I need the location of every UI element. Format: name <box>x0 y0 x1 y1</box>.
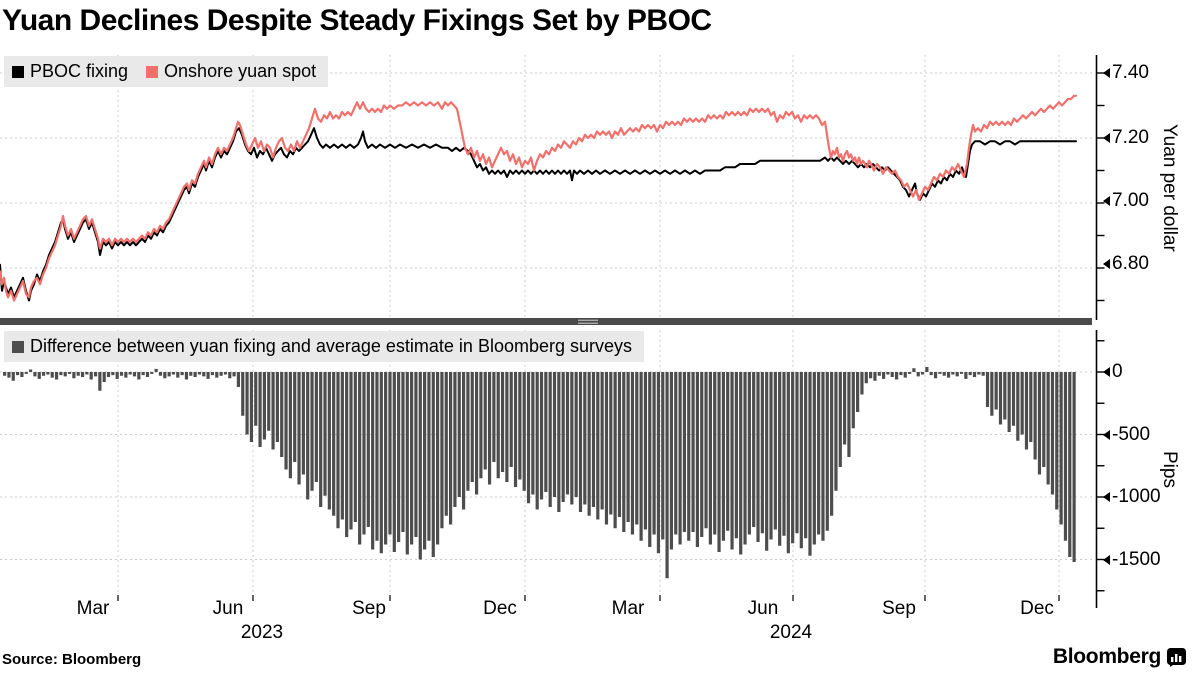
spot-swatch-icon <box>146 66 159 78</box>
fixing-swatch-icon <box>12 66 24 78</box>
bottom-legend: Difference between yuan fixing and avera… <box>4 331 645 362</box>
y-tick-680: 6.80 <box>1103 253 1149 275</box>
tick-arrow-icon <box>1103 492 1110 502</box>
y-tick-m500: -500 <box>1103 424 1150 446</box>
tick-arrow-icon <box>1103 133 1110 143</box>
top-legend: PBOC fixing Onshore yuan spot <box>4 56 329 87</box>
tick-arrow-icon <box>1103 259 1110 269</box>
y-tick-0: 0 <box>1103 361 1123 383</box>
x-label-jun-2024: Jun <box>747 598 779 619</box>
tick-arrow-icon <box>1103 68 1110 78</box>
legend-item-onshore-spot: Onshore yuan spot <box>146 61 316 82</box>
bloomberg-logo: Bloomberg <box>1053 645 1186 669</box>
x-label-year-2023: 2023 <box>240 622 284 643</box>
y-tick-700: 7.00 <box>1103 190 1149 212</box>
legend-label: PBOC fixing <box>30 61 129 81</box>
tick-arrow-icon <box>1103 555 1110 565</box>
y-tick-m1000: -1000 <box>1103 486 1161 508</box>
bottom-y-axis-title: Pips <box>1159 450 1180 488</box>
x-label-jun-2023: Jun <box>212 598 244 619</box>
tick-arrow-icon <box>1103 430 1110 440</box>
bars-swatch-icon <box>12 341 24 353</box>
bloomberg-terminal-icon <box>1167 647 1186 667</box>
x-label-dec-2023: Dec <box>483 598 517 619</box>
source-note: Source: Bloomberg <box>2 651 142 668</box>
tick-arrow-icon <box>1103 196 1110 206</box>
x-label-mar-2023: Mar <box>76 598 110 619</box>
page-title: Yuan Declines Despite Steady Fixings Set… <box>2 4 712 37</box>
legend-label: Difference between yuan fixing and avera… <box>30 336 633 356</box>
x-label-dec-2024: Dec <box>1020 598 1054 619</box>
x-label-mar-2024: Mar <box>611 598 645 619</box>
top-y-axis-title: Yuan per dollar <box>1159 123 1180 252</box>
legend-item-pboc-fixing: PBOC fixing <box>12 61 128 82</box>
x-label-sep-2024: Sep <box>882 598 916 619</box>
bloomberg-wordmark: Bloomberg <box>1052 645 1161 668</box>
tick-arrow-icon <box>1103 367 1110 377</box>
x-label-year-2024: 2024 <box>769 622 813 643</box>
legend-label: Onshore yuan spot <box>164 61 317 81</box>
x-label-sep-2023: Sep <box>352 598 386 619</box>
y-tick-720: 7.20 <box>1103 127 1149 149</box>
y-tick-740: 7.40 <box>1103 62 1149 84</box>
y-tick-m1500: -1500 <box>1103 549 1161 571</box>
legend-item-difference: Difference between yuan fixing and avera… <box>12 336 632 357</box>
